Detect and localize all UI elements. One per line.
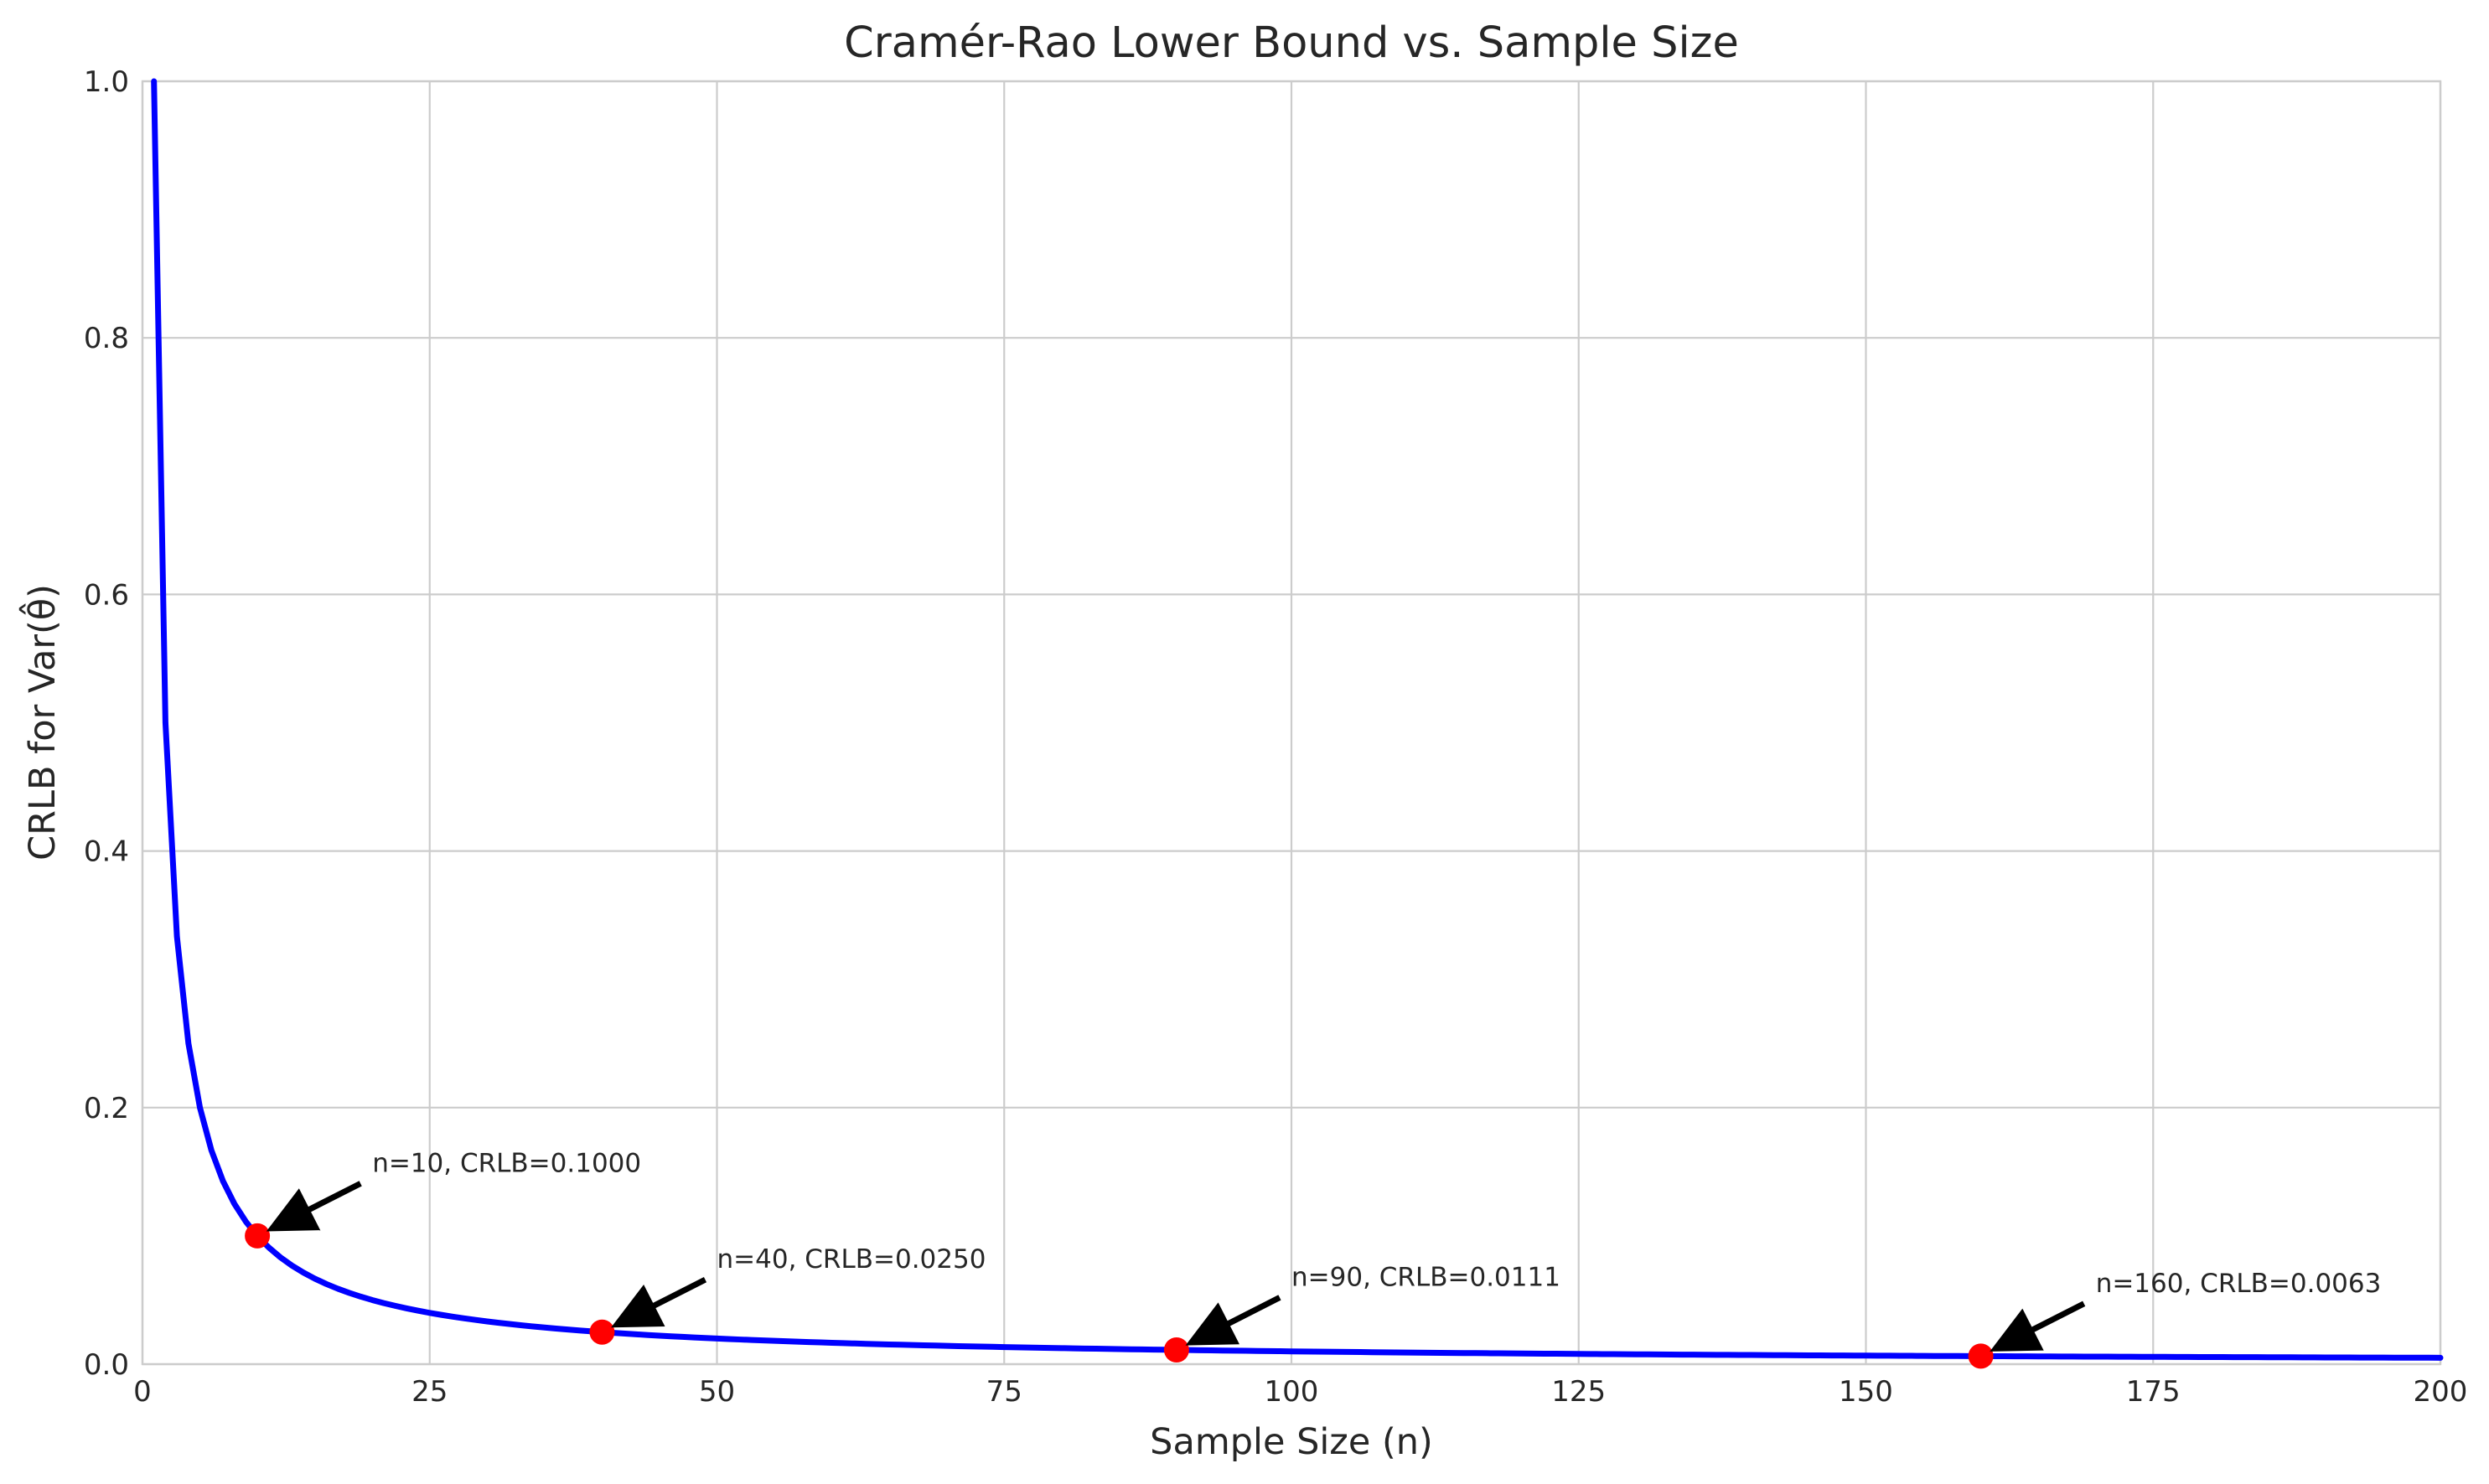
x-tick-label: 125 <box>1551 1375 1606 1409</box>
chart-title: Cramér-Rao Lower Bound vs. Sample Size <box>844 18 1739 68</box>
annotation-label: n=40, CRLB=0.0250 <box>717 1244 986 1275</box>
annotation-arrow-shaft <box>1225 1295 1281 1327</box>
annotation-arrow-head <box>1185 1302 1239 1346</box>
x-tick-label: 150 <box>1839 1375 1893 1409</box>
annotation-arrow-shaft <box>307 1181 362 1213</box>
plot-frame <box>141 80 2442 1366</box>
x-tick-label: 200 <box>2414 1375 2468 1409</box>
y-tick-label: 0.6 <box>84 578 129 612</box>
highlight-marker <box>1163 1337 1189 1363</box>
tick-labels: 0 25 50 75 100 125 150 175 200 0.0 0.2 0.4 0.6 0.8 1.0 <box>84 65 2468 1409</box>
y-tick-label: 0.4 <box>84 835 129 869</box>
annotation-arrow-shaft <box>651 1277 707 1310</box>
highlight-marker <box>589 1319 615 1345</box>
annotation-arrow-head <box>611 1285 665 1328</box>
y-tick-label: 0.2 <box>84 1092 129 1125</box>
annotation-arrow-head <box>1990 1308 2044 1352</box>
x-axis-label: Sample Size (n) <box>1150 1421 1433 1463</box>
crlb-curve <box>151 78 2444 1361</box>
y-tick-label: 0.8 <box>84 322 129 355</box>
annotation-arrow-head <box>266 1188 321 1232</box>
y-tick-label: 0.0 <box>84 1348 129 1382</box>
y-tick-label: 1.0 <box>84 65 129 99</box>
x-tick-label: 75 <box>986 1375 1022 1409</box>
x-tick-label: 50 <box>699 1375 735 1409</box>
curve-layer <box>151 78 2444 1361</box>
x-tick-label: 25 <box>411 1375 448 1409</box>
highlight-marker <box>245 1223 271 1249</box>
annotation-label: n=10, CRLB=0.1000 <box>372 1148 641 1178</box>
x-tick-label: 100 <box>1265 1375 1319 1409</box>
annotation-label: n=160, CRLB=0.0063 <box>2096 1269 2382 1299</box>
annotation-arrow-shaft <box>2030 1300 2086 1333</box>
highlight-marker <box>1968 1343 1994 1369</box>
annotation-layer: n=10, CRLB=0.1000 n=40, CRLB=0.0250 n=90, … <box>266 1148 2382 1352</box>
x-tick-label: 0 <box>133 1375 152 1409</box>
annotation-label: n=90, CRLB=0.0111 <box>1291 1262 1560 1292</box>
x-tick-label: 175 <box>2126 1375 2181 1409</box>
y-axis-label: CRLB for Var(θ̂) <box>19 584 64 861</box>
marker-layer <box>245 1223 1994 1369</box>
